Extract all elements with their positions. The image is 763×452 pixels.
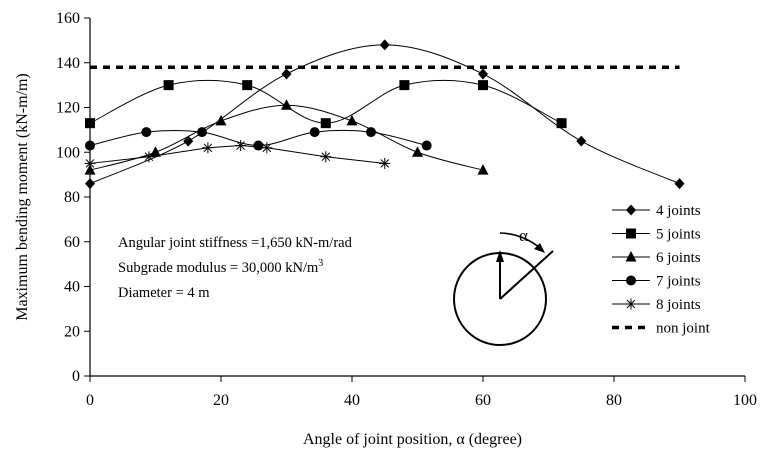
data-point <box>674 178 685 190</box>
legend-label: 7 joints <box>656 274 701 290</box>
series-2 <box>85 79 567 129</box>
data-point <box>85 118 95 129</box>
series-4 <box>85 127 432 151</box>
y-tick-label: 20 <box>64 323 80 340</box>
data-point <box>150 146 161 157</box>
legend-label: non joint <box>656 321 711 337</box>
data-point <box>478 68 488 80</box>
legend-label: 4 joints <box>656 203 701 219</box>
annotation-subgrade-sup: 3 <box>318 258 323 269</box>
y-tick-label: 80 <box>64 189 80 206</box>
legend-item-1: 4 joints <box>612 203 701 219</box>
legend-item-5: 8 joints <box>612 297 701 313</box>
legend-label: 5 joints <box>656 227 701 243</box>
data-point <box>85 178 95 190</box>
tunnel-diagram: α <box>453 226 554 346</box>
legend: 4 joints 5 joints 6 joints 7 joints 8 joints… <box>612 203 711 337</box>
data-point <box>253 140 264 151</box>
asterisk-stroke <box>236 141 245 150</box>
data-point <box>235 140 247 152</box>
x-tick-label: 40 <box>344 392 360 409</box>
data-point <box>281 99 292 110</box>
asterisk-stroke <box>262 143 272 153</box>
y-tick-label: 60 <box>64 234 80 251</box>
asterisk-stroke <box>144 152 154 162</box>
x-tick-label: 80 <box>606 392 622 409</box>
y-tick-label: 160 <box>56 10 80 27</box>
data-point <box>143 151 155 163</box>
legend-item-2: 5 joints <box>612 227 701 243</box>
x-axis-title: Angle of joint position, α (degree) <box>303 431 522 448</box>
data-point <box>320 151 332 163</box>
x-tick-label: 60 <box>475 392 491 409</box>
asterisk-stroke <box>380 159 390 168</box>
data-point <box>197 127 208 138</box>
y-tick-label: 120 <box>56 100 80 117</box>
axes: 0 20 40 60 80 100 120 140 160 0 20 40 60 80 100 Angle o… <box>14 10 757 448</box>
data-point <box>320 118 331 129</box>
y-tick-label: 40 <box>64 279 80 296</box>
series-layer <box>84 39 685 190</box>
annotation-diameter: Diameter = 4 m <box>118 285 210 301</box>
data-point <box>242 80 253 91</box>
annotation-block: Angular joint stiffness =1,650 kN-m/rad … <box>118 235 353 301</box>
asterisk-stroke <box>203 143 213 153</box>
data-point <box>346 114 358 126</box>
data-point <box>163 80 174 91</box>
data-point <box>365 127 376 138</box>
y-tick-label: 0 <box>72 368 80 385</box>
data-point <box>215 114 227 126</box>
tunnel-arrow-head-up <box>496 250 504 262</box>
legend-marker <box>626 204 636 216</box>
tunnel-arc-arrow-head <box>534 243 545 253</box>
asterisk-stroke <box>85 159 95 168</box>
data-point <box>141 127 152 138</box>
legend-marker <box>625 298 637 310</box>
asterisk-stroke <box>626 299 636 309</box>
y-tick-label: 100 <box>56 144 80 161</box>
data-point <box>379 157 391 169</box>
data-point <box>556 118 567 129</box>
legend-item-6: non joint <box>612 321 711 337</box>
series-line <box>89 79 562 124</box>
legend-item-3: 6 joints <box>612 250 701 266</box>
legend-item-4: 7 joints <box>612 274 701 290</box>
y-axis-title: Maximum bending moment (kN-m/m) <box>14 73 31 321</box>
series-3 <box>84 99 489 175</box>
tunnel-alpha-label: α <box>519 226 528 245</box>
data-point <box>477 164 489 175</box>
data-point <box>281 68 292 80</box>
asterisk-stroke <box>321 152 331 162</box>
legend-marker <box>626 228 636 239</box>
legend-label: 6 joints <box>656 250 701 266</box>
data-point <box>421 140 432 151</box>
data-point <box>183 135 194 147</box>
data-point <box>85 140 95 151</box>
series-5 <box>84 140 391 169</box>
annotation-subgrade: Subgrade modulus = 30,000 kN/m3 <box>118 258 323 276</box>
data-point <box>576 135 587 147</box>
x-tick-label: 0 <box>86 392 94 409</box>
legend-label: 8 joints <box>656 297 701 313</box>
data-point <box>84 164 96 175</box>
data-point <box>309 127 320 138</box>
x-tick-label: 20 <box>213 392 229 409</box>
y-tick-label: 140 <box>56 55 80 72</box>
legend-marker <box>625 251 637 262</box>
x-tick-label: 100 <box>733 392 757 409</box>
data-point <box>399 80 410 91</box>
annotation-subgrade-main: Subgrade modulus = 30,000 kN/m <box>118 260 319 276</box>
data-point <box>379 39 390 51</box>
annotation-stiffness: Angular joint stiffness =1,650 kN-m/rad <box>118 235 353 251</box>
data-point <box>261 142 273 154</box>
data-point <box>84 157 96 169</box>
tunnel-diagonal-line <box>499 250 554 300</box>
legend-marker <box>626 275 636 286</box>
data-point <box>412 146 423 157</box>
data-point <box>478 80 488 91</box>
data-point <box>202 142 214 154</box>
